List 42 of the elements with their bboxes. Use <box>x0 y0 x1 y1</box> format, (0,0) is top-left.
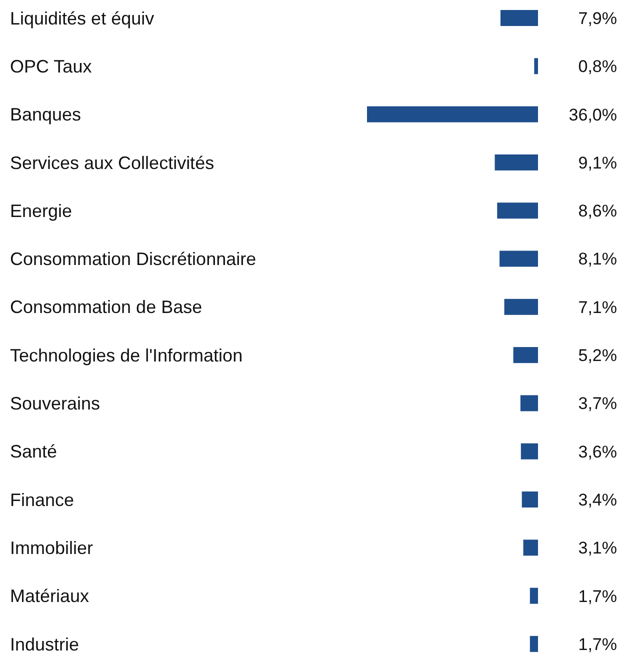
bar <box>494 154 538 170</box>
y-tick-label: Immobilier <box>10 538 94 558</box>
bar <box>513 347 538 364</box>
y-tick-label: Technologies de l'Information <box>10 345 243 366</box>
data-label: 3,6% <box>578 442 617 462</box>
y-tick-label: Santé <box>10 442 58 462</box>
bar <box>530 588 538 604</box>
bar <box>530 636 538 652</box>
data-label: 7,9% <box>578 8 617 28</box>
bar <box>523 540 538 556</box>
data-label: 8,1% <box>578 250 617 269</box>
y-tick-label: Consommation de Base <box>10 297 202 318</box>
data-label: 1,7% <box>578 586 617 606</box>
bar <box>534 58 538 74</box>
data-label: 0,8% <box>578 57 617 76</box>
data-label: 36,0% <box>568 105 617 124</box>
data-label: 5,2% <box>578 346 617 365</box>
data-label: 8,6% <box>578 202 617 221</box>
data-label: 7,1% <box>578 298 617 317</box>
bar <box>520 395 538 412</box>
y-tick-label: Services aux Collectivités <box>10 152 214 173</box>
y-tick-label: Energie <box>10 200 72 221</box>
bar <box>504 298 538 315</box>
y-tick-label: Industrie <box>10 634 80 654</box>
y-tick-label: Liquidités et équiv <box>10 8 154 28</box>
bar <box>522 492 538 508</box>
bar <box>500 250 538 267</box>
y-tick-label: Banques <box>10 104 82 125</box>
y-tick-label: Souverains <box>10 394 100 414</box>
bar <box>367 106 538 122</box>
y-tick-label: Consommation Discrétionnaire <box>10 249 256 270</box>
data-label: 3,4% <box>578 490 617 510</box>
bar <box>500 10 538 26</box>
bar <box>497 202 538 219</box>
y-tick-label: Finance <box>10 490 74 510</box>
y-tick-label: Matériaux <box>10 586 90 606</box>
y-tick-label: OPC Taux <box>10 56 92 76</box>
data-label: 3,7% <box>578 394 617 414</box>
bar <box>520 443 538 460</box>
data-label: 3,1% <box>578 538 617 558</box>
data-label: 9,1% <box>578 153 617 172</box>
data-label: 1,7% <box>578 634 617 654</box>
